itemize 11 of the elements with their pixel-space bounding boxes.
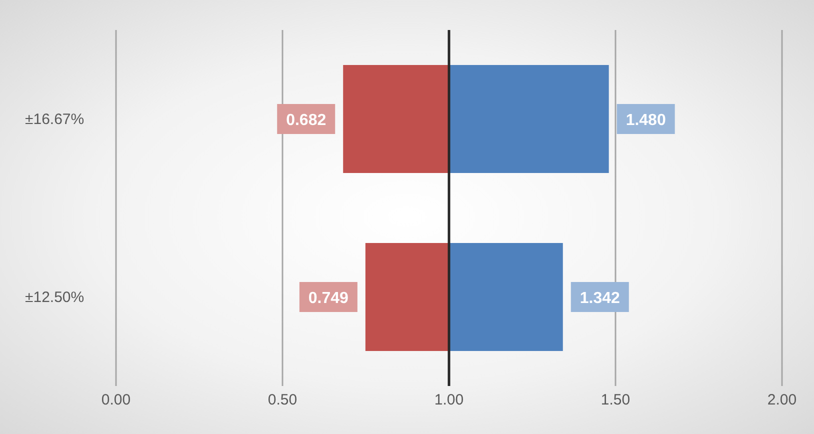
y-tick-label: ±12.50% — [25, 289, 84, 306]
annotation: 1.480 — [626, 112, 666, 129]
x-tick-label: 0.50 — [268, 392, 298, 409]
x-tick-label: 1.00 — [434, 392, 464, 409]
annotation: 0.682 — [286, 112, 326, 129]
x-tick-label: 1.50 — [600, 392, 630, 409]
x-tick-label: 0.00 — [101, 392, 131, 409]
x-tick-label: 2.00 — [767, 392, 797, 409]
annotation: 1.342 — [580, 290, 620, 307]
y-tick-label: ±16.67% — [25, 111, 84, 128]
annotation: 0.749 — [308, 290, 349, 307]
